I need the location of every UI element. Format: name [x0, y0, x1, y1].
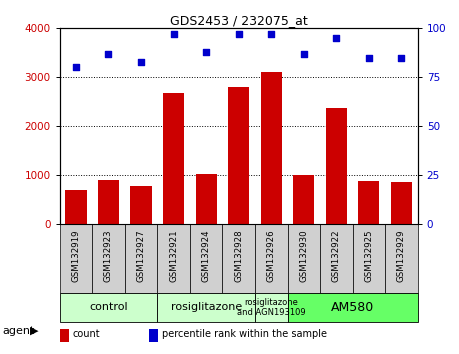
Bar	[353, 224, 385, 293]
Text: percentile rank within the sample: percentile rank within the sample	[162, 329, 327, 339]
Bar	[391, 182, 412, 224]
Bar	[149, 329, 158, 342]
Bar	[60, 329, 69, 342]
Bar	[320, 224, 353, 293]
Text: GSM132921: GSM132921	[169, 229, 178, 282]
Text: rosiglitazone
and AGN193109: rosiglitazone and AGN193109	[237, 298, 306, 317]
Bar	[157, 224, 190, 293]
Bar	[287, 224, 320, 293]
Bar	[293, 175, 314, 224]
Text: GSM132929: GSM132929	[397, 229, 406, 282]
Text: GSM132927: GSM132927	[136, 229, 146, 282]
Text: GSM132928: GSM132928	[234, 229, 243, 282]
Bar	[228, 87, 249, 224]
Bar	[190, 224, 223, 293]
Bar	[92, 224, 125, 293]
Bar	[65, 190, 87, 224]
Title: GDS2453 / 232075_at: GDS2453 / 232075_at	[170, 14, 308, 27]
Text: ▶: ▶	[30, 326, 39, 336]
Bar	[255, 293, 287, 322]
Bar	[223, 224, 255, 293]
Point	[170, 32, 177, 37]
Point	[202, 49, 210, 55]
Point	[72, 64, 79, 70]
Bar	[157, 293, 255, 322]
Point	[268, 32, 275, 37]
Text: GSM132919: GSM132919	[72, 229, 80, 282]
Bar	[358, 181, 380, 224]
Text: GSM132923: GSM132923	[104, 229, 113, 282]
Bar	[196, 174, 217, 224]
Bar	[261, 72, 282, 224]
Point	[333, 35, 340, 41]
Point	[398, 55, 405, 61]
Point	[365, 55, 373, 61]
Text: GSM132922: GSM132922	[332, 229, 341, 282]
Bar	[130, 186, 151, 224]
Text: GSM132926: GSM132926	[267, 229, 276, 282]
Bar	[60, 293, 157, 322]
Text: rosiglitazone: rosiglitazone	[170, 302, 242, 313]
Text: control: control	[89, 302, 128, 313]
Point	[300, 51, 308, 57]
Bar	[125, 224, 157, 293]
Bar	[255, 224, 287, 293]
Text: agent: agent	[2, 326, 35, 336]
Bar	[60, 224, 92, 293]
Text: GSM132930: GSM132930	[299, 229, 308, 282]
Bar	[326, 108, 347, 224]
Point	[105, 51, 112, 57]
Bar	[163, 93, 184, 224]
Text: count: count	[72, 329, 100, 339]
Point	[235, 32, 242, 37]
Bar	[98, 180, 119, 224]
Text: GSM132925: GSM132925	[364, 229, 373, 282]
Bar	[287, 293, 418, 322]
Text: GSM132924: GSM132924	[202, 229, 211, 282]
Bar	[385, 224, 418, 293]
Point	[137, 59, 145, 64]
Text: AM580: AM580	[331, 301, 374, 314]
